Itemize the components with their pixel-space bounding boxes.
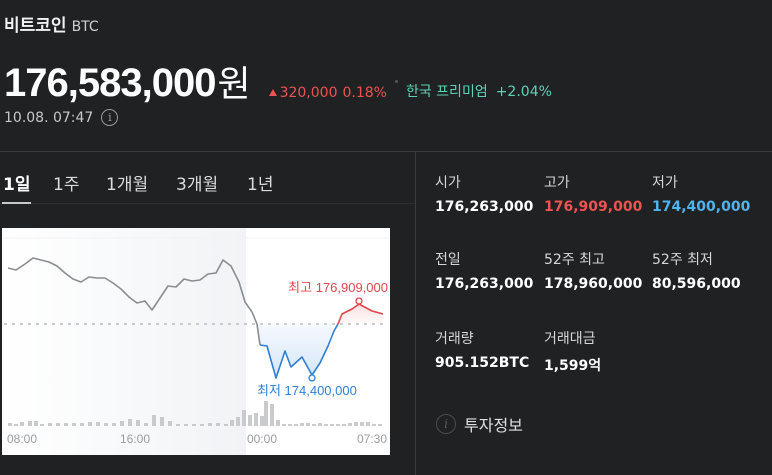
- stat-turnover-value: 1,599억: [544, 358, 602, 374]
- stat-volume-value: 905.152BTC: [435, 355, 530, 371]
- coin-symbol: BTC: [71, 19, 99, 35]
- invest-info-link[interactable]: i 투자정보: [436, 412, 523, 436]
- below-baseline-fill: [257, 324, 334, 378]
- x-tick-1600: 16:00: [120, 432, 150, 446]
- stat-low: 저가 174,400,000: [652, 172, 750, 215]
- stat-52w-high-label: 52주 최고: [544, 252, 605, 268]
- active-tab-indicator: [2, 202, 31, 204]
- stat-prev-close-value: 176,263,000: [435, 276, 534, 292]
- x-tick-0730: 07:30: [357, 432, 387, 446]
- high-marker: [355, 297, 363, 305]
- stat-52w-high-value: 178,960,000: [544, 276, 643, 292]
- x-tick-0000: 00:00: [247, 432, 277, 446]
- coin-title: 비트코인 BTC: [4, 11, 99, 36]
- premium-value: +2.04%: [495, 84, 552, 100]
- stat-prev-close-label: 전일: [435, 252, 461, 268]
- price-change: 320,000 0.18%: [268, 84, 387, 101]
- change-amount: 320,000: [279, 84, 338, 101]
- change-percent: 0.18%: [342, 84, 387, 101]
- x-tick-0800: 08:00: [7, 432, 37, 446]
- stat-open: 시가 176,263,000: [435, 172, 533, 215]
- quote-timestamp: 10.08. 07:47 i: [4, 109, 119, 126]
- tab-3months[interactable]: 3개월: [176, 175, 219, 195]
- stat-52w-high: 52주 최고 178,960,000: [544, 249, 642, 292]
- price-chart[interactable]: 최고 176,909,000 최저 174,400,000: [2, 228, 390, 455]
- low-label: 최저 174,400,000: [257, 383, 357, 398]
- price-line-up: [337, 303, 384, 325]
- stat-high-label: 고가: [544, 175, 570, 191]
- stat-turnover: 거래대금 1,599억: [544, 328, 601, 375]
- stat-low-value: 174,400,000: [652, 199, 751, 215]
- period-tabs: 1일 1주 1개월 3개월 1년: [0, 152, 415, 204]
- stats-panel: 시가 176,263,000 고가 176,909,000 저가 174,400…: [416, 152, 772, 475]
- low-marker: [308, 374, 316, 382]
- chart-svg: 최고 176,909,000 최저 174,400,000: [2, 228, 390, 455]
- info-icon[interactable]: i: [101, 109, 119, 126]
- column-divider: [415, 152, 416, 475]
- tab-1week[interactable]: 1주: [53, 175, 80, 195]
- tab-1month[interactable]: 1개월: [106, 175, 149, 195]
- stat-open-value: 176,263,000: [435, 199, 534, 215]
- stat-52w-low-value: 80,596,000: [652, 276, 741, 292]
- stat-open-label: 시가: [435, 175, 461, 191]
- high-label: 최고 176,909,000: [288, 280, 388, 295]
- stat-prev-close: 전일 176,263,000: [435, 249, 533, 292]
- price-line-neutral: [7, 257, 261, 346]
- stat-52w-low-label: 52주 최저: [652, 252, 713, 268]
- tab-1day[interactable]: 1일: [3, 175, 31, 195]
- price-row: 176,583,000 원 320,000 0.18% 한국 프리미엄 +2.04…: [4, 55, 552, 107]
- separator-dot: [394, 79, 398, 83]
- info-icon: i: [436, 414, 456, 434]
- up-triangle-icon: [268, 89, 277, 96]
- stat-volume: 거래량 905.152BTC: [435, 328, 529, 371]
- price-line-down: [259, 323, 339, 379]
- coin-name: 비트코인: [4, 16, 67, 36]
- stat-turnover-label: 거래대금: [544, 331, 596, 347]
- timestamp-text: 10.08. 07:47: [4, 109, 94, 126]
- price-unit: 원: [217, 64, 251, 105]
- stat-high: 고가 176,909,000: [544, 172, 642, 215]
- korea-premium: 한국 프리미엄 +2.04%: [406, 81, 552, 101]
- premium-label: 한국 프리미엄: [405, 84, 488, 100]
- chart-background: [2, 228, 246, 455]
- stat-52w-low: 52주 최저 80,596,000: [652, 249, 741, 292]
- header-divider: [0, 151, 772, 152]
- invest-info-label: 투자정보: [464, 416, 523, 435]
- quote-header: 비트코인 BTC 176,583,000 원 320,000 0.18% 한국 프…: [0, 0, 772, 152]
- current-price: 176,583,000: [4, 61, 216, 105]
- volume-bars: [8, 401, 382, 426]
- stat-low-label: 저가: [652, 175, 678, 191]
- stat-volume-label: 거래량: [435, 331, 474, 347]
- stat-high-value: 176,909,000: [544, 199, 643, 215]
- above-baseline-fill: [338, 304, 383, 324]
- tab-1year[interactable]: 1년: [247, 175, 274, 195]
